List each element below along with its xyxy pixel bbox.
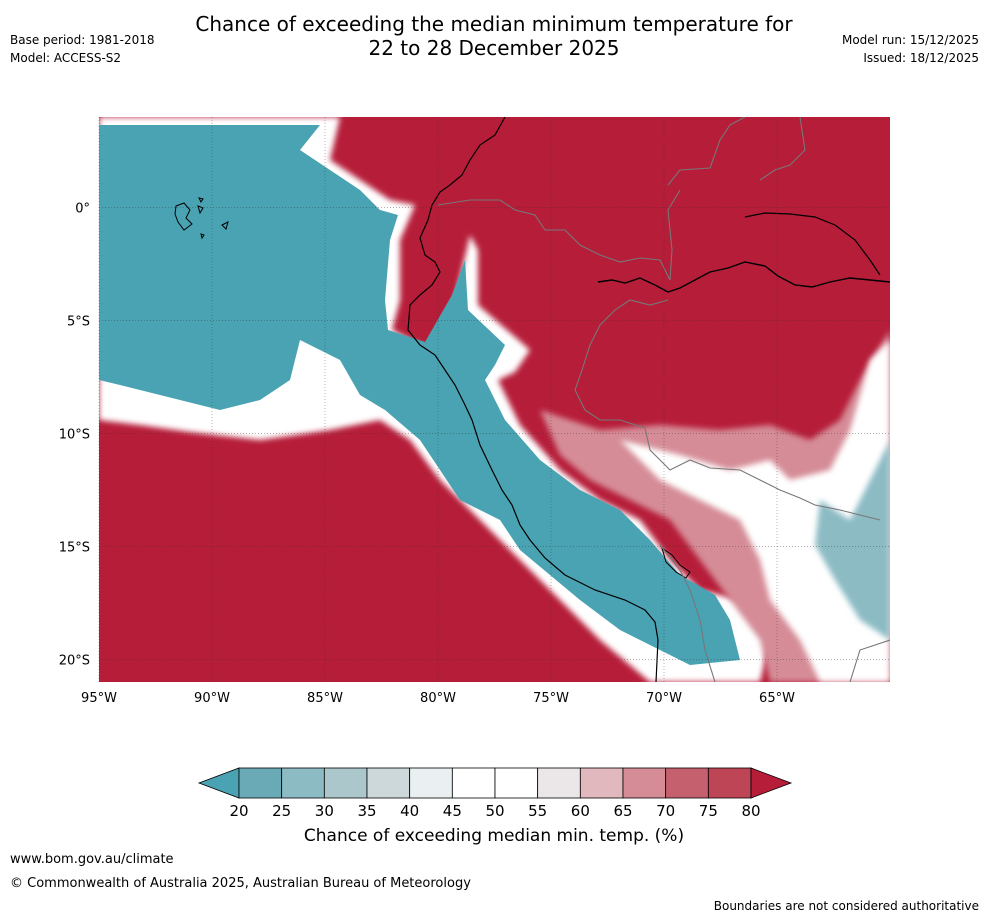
latitude-labels: 0° 5°S 10°S 15°S 20°S: [59, 201, 90, 668]
colorbar-tick-label: 35: [357, 802, 376, 820]
lon-label-95w: 95°W: [81, 691, 117, 706]
colorbar-tick-label: 70: [656, 802, 675, 820]
ocean-low-chance-region: [99, 117, 770, 682]
title-line-1: Chance of exceeding the median minimum t…: [195, 12, 793, 36]
title-line-2: 22 to 28 December 2025: [368, 36, 620, 60]
colorbar-swatch: [707, 767, 752, 799]
lon-label-75w: 75°W: [533, 691, 569, 706]
inland-white-zone: [620, 340, 890, 682]
lon-label-65w: 65°W: [759, 691, 795, 706]
colorbar-tick-label: 20: [229, 802, 248, 820]
galapagos-islands: [174, 197, 229, 240]
copyright-notice: © Commonwealth of Australia 2025, Austra…: [10, 876, 471, 891]
colorbar-label: Chance of exceeding median min. temp. (%…: [303, 826, 685, 846]
issued-date: Issued: 18/12/2025: [863, 51, 979, 65]
model-name: Model: ACCESS-S2: [10, 51, 122, 65]
country-borders: [437, 117, 890, 682]
lat-label-0: 0°: [75, 201, 90, 216]
colorbar-swatch: [281, 767, 325, 799]
colorbar-tick-label: 80: [741, 802, 760, 820]
inland-mixed-region: [540, 330, 890, 682]
colorbar: 20 25 30 35 40 45 50 55 60 65 70 75 80: [197, 767, 793, 820]
base-period: Base period: 1981-2018: [10, 33, 155, 47]
lon-label-80w: 80°W: [420, 691, 456, 706]
boundary-disclaimer: Boundaries are not considered authoritat…: [713, 899, 979, 913]
lon-label-85w: 85°W: [307, 691, 343, 706]
colorbar-tick-label: 65: [613, 802, 632, 820]
graticule: [98, 117, 890, 682]
colorbar-high-extension: [750, 767, 793, 799]
lat-label-20s: 20°S: [59, 653, 90, 668]
lake-titicaca: [661, 546, 691, 579]
coastline: [407, 117, 659, 682]
colorbar-tick-label: 25: [272, 802, 291, 820]
colorbar-tick-labels: 20 25 30 35 40 45 50 55 60 65 70 75 80: [229, 802, 760, 820]
colorbar-tick-label: 45: [443, 802, 462, 820]
inland-teal-zone: [815, 440, 890, 640]
meta-right: Model run: 15/12/2025 Issued: 18/12/2025: [842, 31, 979, 67]
rio-negro-river: [744, 212, 881, 276]
map-title: Chance of exceeding the median minimum t…: [0, 12, 988, 60]
colorbar-swatches: [238, 767, 752, 799]
lon-label-70w: 70°W: [646, 691, 682, 706]
colorbar-swatch: [665, 767, 709, 799]
colorbar-tick-label: 55: [528, 802, 547, 820]
colorbar-tick-label: 30: [315, 802, 334, 820]
model-run: Model run: 15/12/2025: [841, 33, 979, 47]
colorbar-tick-label: 40: [400, 802, 419, 820]
colorbar-low-extension: [197, 767, 240, 799]
lat-label-15s: 15°S: [59, 540, 90, 555]
colorbar-swatch: [323, 767, 368, 799]
colorbar-swatch: [537, 767, 581, 799]
lat-label-5s: 5°S: [67, 314, 90, 329]
colorbar-swatch: [494, 767, 539, 799]
map-plot-area: [99, 117, 890, 682]
amazon-river: [597, 261, 890, 293]
lat-label-10s: 10°S: [59, 427, 90, 442]
colorbar-swatch: [409, 767, 453, 799]
longitude-labels: 95°W 90°W 85°W 80°W 75°W 70°W 65°W: [81, 691, 795, 706]
colorbar-swatch: [622, 767, 667, 799]
colorbar-tick-label: 60: [571, 802, 590, 820]
website-link[interactable]: www.bom.gov.au/climate: [10, 852, 174, 867]
colorbar-tick-label: 75: [699, 802, 718, 820]
colorbar-swatch: [451, 767, 496, 799]
meta-left: Base period: 1981-2018 Model: ACCESS-S2: [10, 31, 155, 67]
colorbar-swatch: [366, 767, 411, 799]
lon-label-90w: 90°W: [194, 691, 230, 706]
colorbar-tick-label: 50: [485, 802, 504, 820]
colorbar-swatch: [238, 767, 283, 799]
colorbar-swatch: [579, 767, 624, 799]
ocean-teal-core: [99, 125, 740, 665]
